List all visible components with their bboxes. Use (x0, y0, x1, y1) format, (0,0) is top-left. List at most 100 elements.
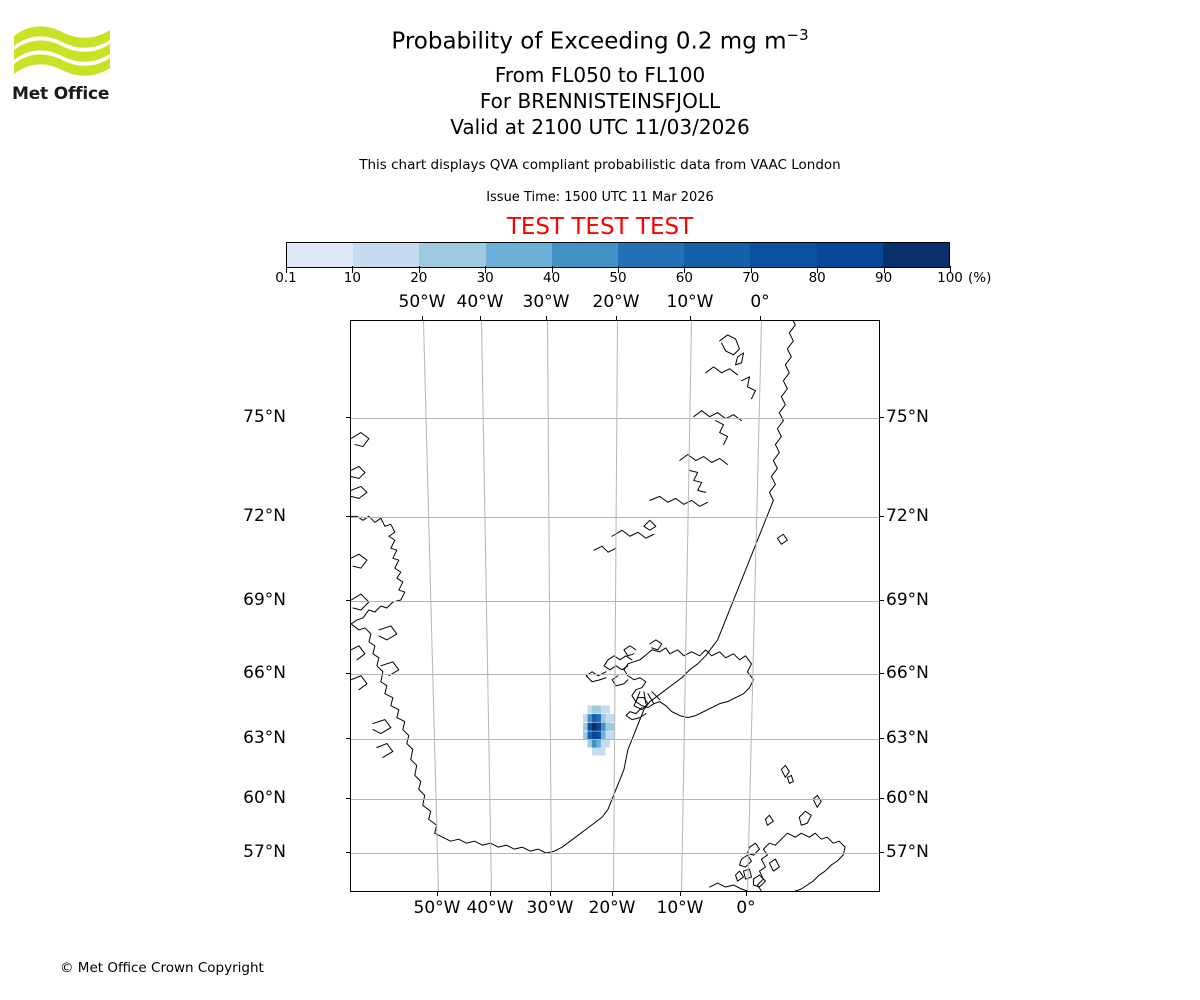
colorbar-tick (352, 266, 354, 273)
parallel-gridline (351, 674, 879, 675)
lon-axis-label: 20°W (588, 898, 636, 918)
lon-tick (490, 892, 491, 896)
colorbar-band-5 (618, 243, 685, 267)
colorbar-ticks (286, 266, 951, 274)
met-office-wave-icon (14, 26, 110, 76)
lon-tick (616, 316, 617, 320)
ash-probability-cell (605, 731, 615, 740)
lon-tick (422, 316, 423, 320)
lon-axis-label: 0° (736, 898, 756, 918)
lon-axis-label: 10°W (666, 292, 714, 312)
colorbar-tick (883, 266, 885, 273)
parallel-gridline (351, 601, 879, 602)
ash-probability-cell (605, 714, 615, 723)
ash-probability-cell (600, 739, 610, 748)
lat-tick (346, 673, 350, 674)
flight-level-range: From FL050 to FL100 (494, 63, 706, 87)
colorbar-unit-label: (%) (968, 270, 992, 286)
lon-axis-label: 50°W (413, 898, 461, 918)
ash-probability-cell (601, 705, 611, 714)
lat-axis-label: 69°N (886, 590, 929, 610)
lat-axis-label: 66°N (886, 663, 929, 683)
colorbar-tick (286, 266, 287, 273)
lon-tick (546, 316, 547, 320)
ash-probability-cell (596, 747, 606, 756)
ash-probability-cell (596, 714, 606, 723)
lat-axis-label: 66°N (243, 663, 286, 683)
lat-tick (346, 738, 350, 739)
ash-probability-cell (601, 714, 610, 723)
parallel-gridline (351, 799, 879, 800)
lon-axis-label: 10°W (656, 898, 704, 918)
lat-tick (346, 516, 350, 517)
lon-tick (690, 316, 691, 320)
met-office-logo: Met Office (12, 22, 132, 112)
lat-tick (880, 417, 884, 418)
colorbar-band-9 (882, 243, 950, 267)
colorbar-tick (750, 266, 752, 273)
colorbar-tick-label: 100 (937, 270, 963, 286)
lat-axis-label: 72°N (886, 506, 929, 526)
lat-axis-label: 75°N (243, 407, 286, 427)
lat-axis-label: 75°N (886, 407, 929, 427)
lon-axis-label: 0° (750, 292, 770, 312)
lat-axis-label: 69°N (243, 590, 286, 610)
lat-axis-label: 60°N (886, 788, 929, 808)
lat-tick (880, 600, 884, 601)
colorbar-tick (418, 266, 420, 273)
lon-axis-label: 20°W (592, 292, 640, 312)
colorbar-tick-label: 70 (742, 270, 760, 286)
lat-tick (346, 417, 350, 418)
colorbar-tick-label: 60 (675, 270, 693, 286)
ash-probability-cell (587, 714, 597, 723)
valid-time: Valid at 2100 UTC 11/03/2026 (450, 115, 750, 139)
parallel-gridline (351, 418, 879, 419)
lon-tick (612, 892, 613, 896)
lon-axis-label: 40°W (466, 898, 514, 918)
lat-axis-label: 63°N (243, 728, 286, 748)
colorbar-tick-label: 40 (543, 270, 561, 286)
lon-axis-label: 50°W (398, 292, 446, 312)
colorbar-band-4 (551, 243, 619, 267)
lon-axis-label: 30°W (526, 898, 574, 918)
lat-tick (346, 798, 350, 799)
ash-probability-cell (605, 722, 615, 731)
lat-axis-label: 72°N (243, 506, 286, 526)
lon-axis-label: 40°W (456, 292, 504, 312)
parallel-gridline (351, 739, 879, 740)
ash-probability-cell (596, 722, 606, 731)
coastline-layer (351, 321, 846, 891)
ash-probability-cells (583, 705, 615, 756)
lat-tick (880, 516, 884, 517)
lat-axis-label: 60°N (243, 788, 286, 808)
copyright-notice: © Met Office Crown Copyright (60, 960, 264, 976)
page-title-exponent: −3 (786, 26, 809, 44)
lat-tick (346, 852, 350, 853)
parallel-gridline (351, 517, 879, 518)
colorbar-tick (817, 266, 819, 273)
colorbar-tick-label: 80 (808, 270, 826, 286)
colorbar-band-3 (485, 243, 552, 267)
lon-tick (760, 316, 761, 320)
colorbar-tick-label: 30 (476, 270, 494, 286)
qva-note: This chart displays QVA compliant probab… (359, 157, 841, 173)
ash-probability-cell (592, 714, 602, 723)
colorbar-tick-label: 20 (410, 270, 428, 286)
colorbar-band-1 (353, 243, 420, 267)
lon-tick (437, 892, 438, 896)
ash-probability-cell (587, 705, 597, 714)
probability-colorbar (286, 242, 950, 268)
colorbar-tick-label: 10 (343, 270, 361, 286)
lon-tick (480, 316, 481, 320)
lat-tick (880, 798, 884, 799)
lon-tick (746, 892, 747, 896)
colorbar-tick-label: 50 (609, 270, 627, 286)
lat-axis-label: 57°N (886, 842, 929, 862)
colorbar-tick-label: 90 (875, 270, 893, 286)
lon-tick (680, 892, 681, 896)
lat-tick (880, 738, 884, 739)
map-plot-area (350, 320, 880, 892)
colorbar-tick (950, 266, 951, 273)
lon-axis-label: 30°W (522, 292, 570, 312)
colorbar-tick (618, 266, 619, 273)
